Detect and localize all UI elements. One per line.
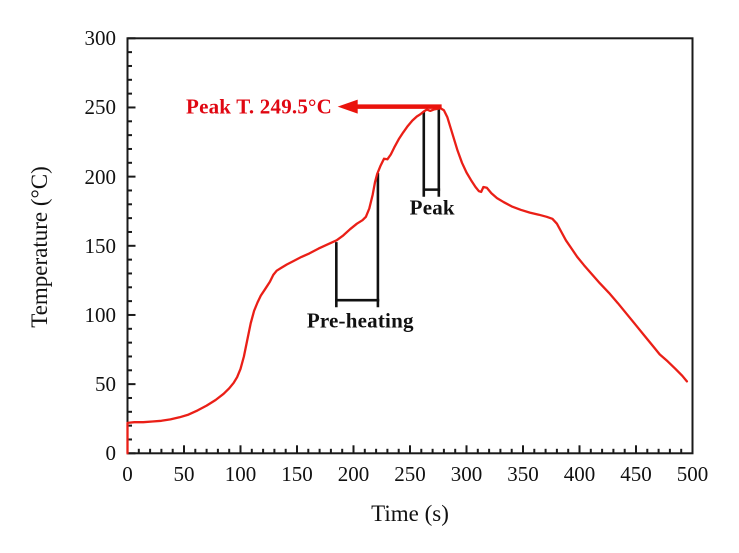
x-axis-title: Time (s) — [371, 501, 449, 526]
x-tick-label: 100 — [224, 462, 257, 486]
peak-temperature-annotation: Peak T. 249.5°C — [186, 94, 333, 119]
x-tick-label: 450 — [620, 462, 652, 486]
x-tick-label: 50 — [173, 462, 195, 486]
x-tick-label: 500 — [676, 462, 709, 486]
x-tick-label: 400 — [563, 462, 596, 486]
x-tick-label: 150 — [281, 462, 313, 486]
y-tick-label: 150 — [84, 233, 117, 258]
x-tick-label: 200 — [337, 462, 370, 486]
y-tick-label: 50 — [95, 372, 116, 397]
y-tick-label: 0 — [105, 441, 117, 466]
x-tick-label: 350 — [507, 462, 539, 486]
y-axis-title: Temperature (°C) — [27, 166, 52, 328]
x-tick-label: 0 — [122, 462, 133, 486]
y-tick-label: 100 — [84, 302, 117, 327]
preheating-bracket-label: Pre-heating — [306, 308, 414, 333]
temperature-curve — [126, 107, 689, 455]
y-tick-label: 250 — [84, 95, 117, 120]
y-tick-label: 200 — [84, 164, 117, 189]
y-tick-label: 300 — [84, 26, 117, 51]
x-tick-label: 250 — [394, 462, 426, 486]
x-tick-label: 300 — [450, 462, 483, 486]
peak-arrow-head-icon — [337, 99, 358, 114]
peak-bracket-label: Peak — [409, 195, 455, 220]
